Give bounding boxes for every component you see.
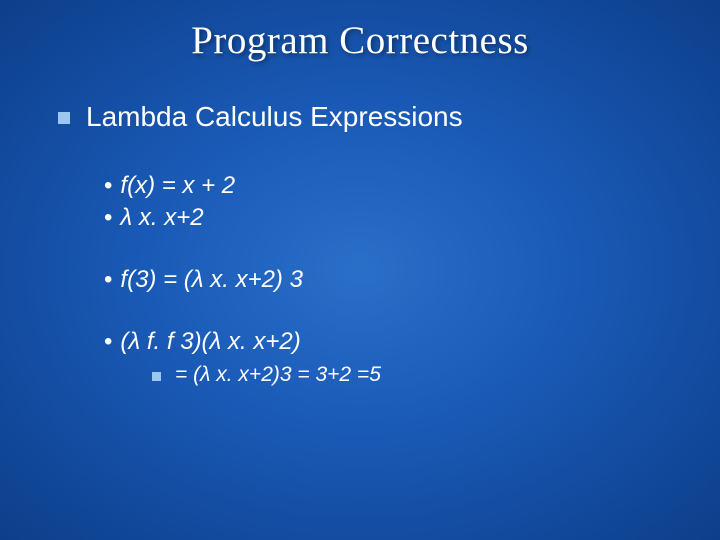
bullet-level1: Lambda Calculus Expressions — [58, 101, 680, 133]
bullet-level2: • f(3) = (λ x. x+2) 3 — [104, 265, 680, 295]
bullet-level3: = (λ x. x+2)3 = 3+2 =5 — [152, 363, 680, 387]
square-bullet-icon — [58, 112, 70, 124]
expression-group-1: • f(x) = x + 2 • λ x. x+2 — [104, 171, 680, 233]
expression-group-2: • f(3) = (λ x. x+2) 3 — [104, 265, 680, 295]
expression-text: (λ f. f 3)(λ x. x+2) — [120, 327, 300, 357]
expression-text: λ x. x+2 — [120, 203, 203, 233]
subtitle-text: Lambda Calculus Expressions — [86, 101, 463, 133]
bullet-level2: • λ x. x+2 — [104, 203, 680, 233]
dot-bullet-icon: • — [104, 171, 112, 201]
bullet-level2: • f(x) = x + 2 — [104, 171, 680, 201]
expression-text: f(3) = (λ x. x+2) 3 — [120, 265, 303, 295]
square-bullet-small-icon — [152, 372, 161, 381]
bullet-level2: • (λ f. f 3)(λ x. x+2) — [104, 327, 680, 357]
expression-group-3: • (λ f. f 3)(λ x. x+2) = (λ x. x+2)3 = 3… — [104, 327, 680, 387]
dot-bullet-icon: • — [104, 265, 112, 295]
slide-title: Program Correctness — [40, 18, 680, 63]
slide: Program Correctness Lambda Calculus Expr… — [0, 0, 720, 540]
expression-text: f(x) = x + 2 — [120, 171, 235, 201]
dot-bullet-icon: • — [104, 203, 112, 233]
dot-bullet-icon: • — [104, 327, 112, 357]
expression-sub-text: = (λ x. x+2)3 = 3+2 =5 — [175, 363, 381, 387]
